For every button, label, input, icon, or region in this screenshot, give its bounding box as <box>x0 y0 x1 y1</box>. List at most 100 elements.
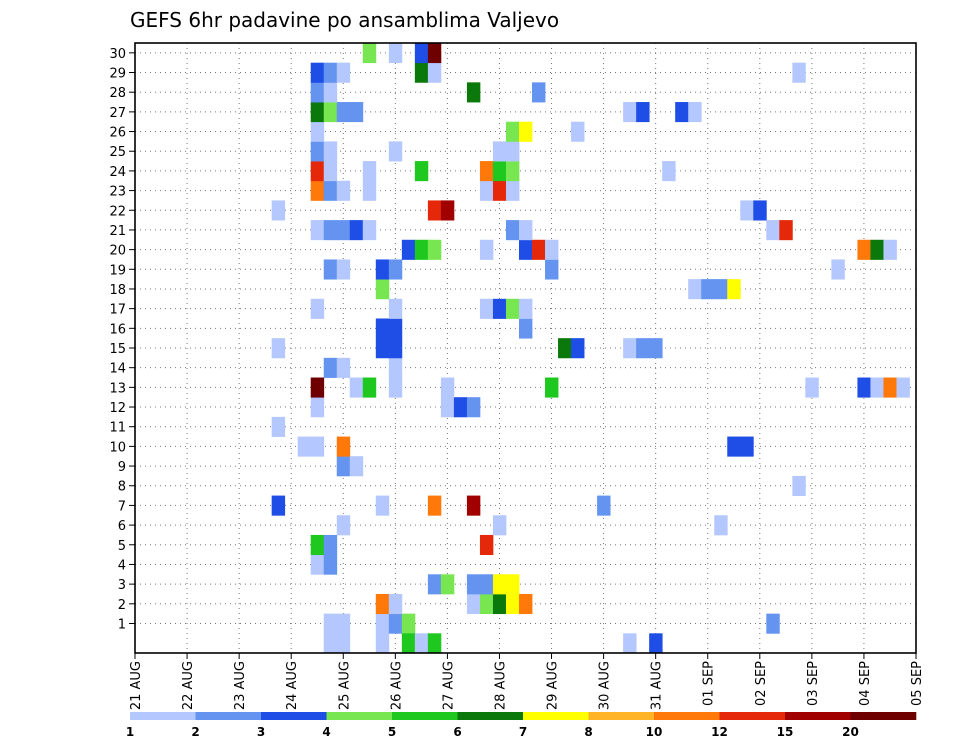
y-tick-label: 13 <box>109 381 126 396</box>
x-tick-label: 25 AUG <box>337 661 352 710</box>
heatmap-cell <box>336 220 351 241</box>
heatmap-cell <box>271 495 286 516</box>
heatmap-cell <box>349 102 364 123</box>
heatmap-cell <box>440 200 455 221</box>
heatmap-cell <box>479 239 494 260</box>
heatmap-cell <box>532 82 546 103</box>
heatmap-cell <box>323 62 338 83</box>
y-tick-label: 14 <box>109 362 126 377</box>
y-tick-label: 5 <box>118 539 126 554</box>
y-tick-label: 6 <box>118 519 126 534</box>
heatmap-cell <box>545 377 559 398</box>
heatmap-cell <box>336 259 351 280</box>
heatmap-cell <box>414 43 429 64</box>
colorbar-label: 3 <box>257 725 265 739</box>
colorbar-swatch <box>392 712 458 720</box>
heatmap-cell <box>362 220 377 241</box>
heatmap-cell <box>636 102 650 123</box>
heatmap-cell <box>271 416 286 437</box>
heatmap-cell <box>532 239 546 260</box>
heatmap-cell <box>896 377 910 398</box>
y-axis: 1234567891011121314151617181920212223242… <box>109 47 135 632</box>
heatmap-cell <box>336 180 351 201</box>
y-tick-label: 1 <box>118 617 126 632</box>
y-tick-label: 18 <box>109 283 126 298</box>
heatmap-cell <box>310 298 325 319</box>
heatmap-cell <box>375 593 390 615</box>
colorbar-label: 7 <box>519 725 527 739</box>
heatmap-cell <box>349 456 364 477</box>
heatmap-cell <box>323 259 338 280</box>
heatmap-cell <box>362 180 377 201</box>
heatmap-cell <box>883 377 897 398</box>
heatmap-cell <box>518 593 533 615</box>
heatmap-cell <box>766 220 780 241</box>
colorbar-swatch <box>130 712 196 720</box>
heatmap-cell <box>323 102 338 123</box>
colorbar-label: 5 <box>388 725 396 739</box>
y-tick-label: 29 <box>109 67 126 82</box>
heatmap-cell <box>401 633 416 654</box>
heatmap-cell <box>375 338 390 359</box>
heatmap-cell <box>492 161 507 182</box>
y-tick-label: 15 <box>109 342 126 357</box>
heatmap-cell <box>766 613 780 634</box>
heatmap-cell <box>310 220 325 241</box>
heatmap-cell <box>623 338 637 359</box>
heatmap-cell <box>688 102 702 123</box>
heatmap-cell <box>649 338 663 359</box>
heatmap-cell <box>375 318 390 339</box>
colorbar-label: 8 <box>584 725 592 739</box>
heatmap-cell <box>336 633 351 654</box>
heatmap-cell <box>623 102 637 123</box>
y-tick-label: 11 <box>109 421 126 436</box>
heatmap-cell <box>427 495 442 516</box>
heatmap-cell <box>518 298 533 319</box>
y-tick-label: 12 <box>109 401 126 416</box>
x-tick-label: 22 AUG <box>181 661 196 710</box>
heatmap-cell <box>492 180 507 201</box>
heatmap-cell <box>857 377 871 398</box>
heatmap-cell <box>323 220 338 241</box>
colorbar-swatch <box>523 712 589 720</box>
heatmap-cell <box>636 338 650 359</box>
y-tick-label: 2 <box>118 598 126 613</box>
heatmap-cell <box>479 574 494 595</box>
colorbar-swatch <box>850 712 917 720</box>
heatmap-cell <box>883 239 897 260</box>
heatmap-cell <box>505 121 520 142</box>
y-tick-label: 7 <box>118 499 126 514</box>
heatmap-cell <box>310 180 325 201</box>
heatmap-cell <box>323 613 338 634</box>
heatmap-cell <box>323 141 338 162</box>
heatmap-cell <box>375 279 390 300</box>
heatmap-cell <box>336 613 351 634</box>
data-cells <box>271 43 910 654</box>
heatmap-cell <box>388 259 403 280</box>
heatmap-cell <box>623 633 637 654</box>
heatmap-cell <box>479 298 494 319</box>
heatmap-cell <box>518 318 533 339</box>
heatmap-cell <box>414 62 429 83</box>
heatmap-cell <box>310 102 325 123</box>
heatmap-cell <box>427 43 442 64</box>
heatmap-cell <box>310 554 325 575</box>
heatmap-cell <box>545 259 559 280</box>
x-tick-label: 28 AUG <box>493 661 508 710</box>
y-tick-label: 16 <box>109 322 126 337</box>
colorbar-label: 10 <box>646 725 663 739</box>
heatmap-cell <box>466 82 481 103</box>
heatmap-cell <box>297 436 312 457</box>
heatmap-cell <box>505 141 520 162</box>
heatmap-cell <box>336 102 351 123</box>
heatmap-cell <box>427 239 442 260</box>
colorbar-swatch <box>785 712 851 720</box>
heatmap-cell <box>336 436 351 457</box>
heatmap-cell <box>388 377 403 398</box>
y-tick-label: 3 <box>118 578 126 593</box>
y-tick-label: 23 <box>109 185 126 200</box>
heatmap-cell <box>479 180 494 201</box>
heatmap-cell <box>662 161 676 182</box>
heatmap-cell <box>870 239 884 260</box>
